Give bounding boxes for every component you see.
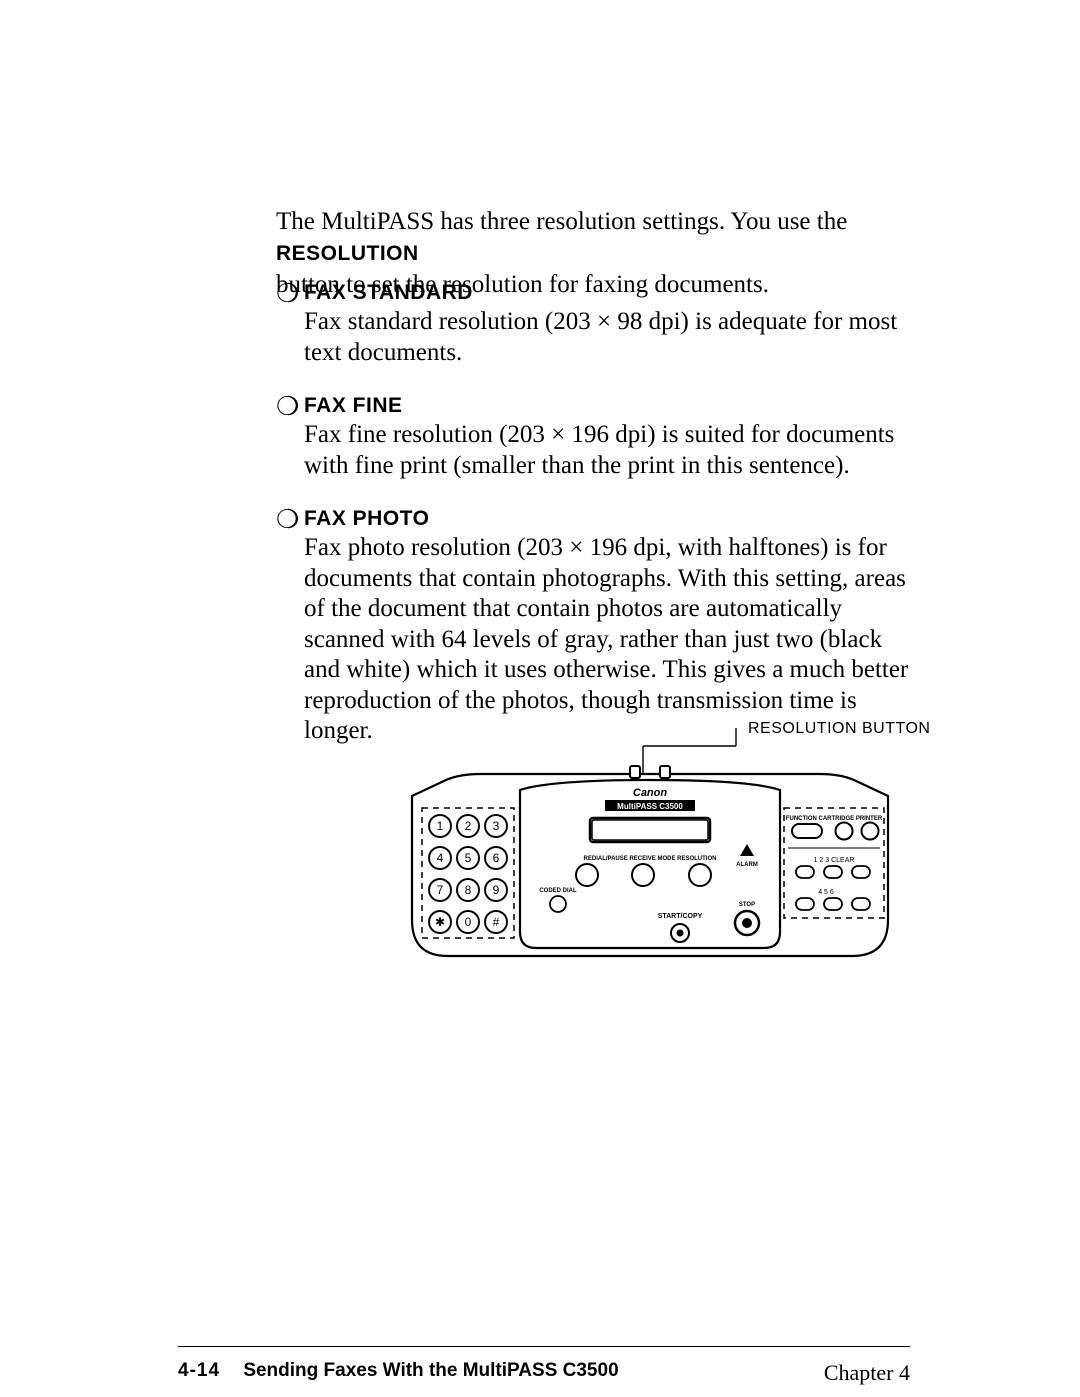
right-row2-labels: 1 2 3 CLEAR — [814, 857, 855, 864]
bullet-mark-icon: ❍ — [276, 280, 304, 307]
alarm-label: ALARM — [736, 862, 758, 868]
keypad-hash: # — [493, 915, 500, 929]
start-copy-label: START/COPY — [658, 913, 703, 920]
resolution-keyword: RESOLUTION — [276, 242, 419, 265]
intro-text-pre: The MultiPASS has three resolution setti… — [276, 208, 847, 235]
device-panel-diagram: Canon MultiPASS C3500 REDIAL/PAUSE RECEI… — [400, 720, 900, 980]
bullet-fax-fine: ❍ FAX FINE Fax fine resolution (203 × 19… — [276, 393, 910, 481]
bullet-title: FAX PHOTO — [304, 506, 429, 531]
bullet-title: FAX STANDARD — [304, 280, 473, 305]
keypad-6: 6 — [493, 851, 500, 865]
keypad-0: 0 — [465, 915, 472, 929]
footer-left: 4-14 Sending Faxes With the MultiPASS C3… — [178, 1360, 619, 1382]
section-title: Sending Faxes With the MultiPASS C3500 — [243, 1360, 618, 1381]
keypad-7: 7 — [437, 883, 444, 897]
bullet-fax-standard: ❍ FAX STANDARD Fax standard resolution (… — [276, 280, 910, 368]
brand-text: Canon — [633, 787, 668, 799]
bullet-desc: Fax standard resolution (203 × 98 dpi) i… — [304, 307, 910, 368]
keypad-1: 1 — [437, 819, 444, 833]
keypad-3: 3 — [493, 819, 500, 833]
stop-label: STOP — [739, 902, 755, 908]
manual-page: The MultiPASS has three resolution setti… — [0, 0, 1080, 1397]
bullet-mark-icon: ❍ — [276, 393, 304, 420]
coded-dial-label: CODED DIAL — [539, 888, 577, 894]
keypad-5: 5 — [465, 851, 472, 865]
footer-rule — [178, 1346, 910, 1347]
model-text: MultiPASS C3500 — [617, 802, 683, 811]
bullet-desc: Fax photo resolution (203 × 196 dpi, wit… — [304, 533, 910, 747]
bullet-mark-icon: ❍ — [276, 506, 304, 533]
keypad-8: 8 — [465, 883, 472, 897]
keypad-star: ✱ — [435, 915, 445, 929]
footer-chapter: Chapter 4 — [824, 1360, 910, 1386]
keypad-2: 2 — [465, 819, 472, 833]
bullet-desc: Fax fine resolution (203 × 196 dpi) is s… — [304, 420, 910, 481]
keypad-4: 4 — [437, 851, 444, 865]
center-button-labels: REDIAL/PAUSE RECEIVE MODE RESOLUTION — [584, 856, 717, 862]
page-number: 4-14 — [178, 1360, 220, 1381]
bullet-title: FAX FINE — [304, 393, 403, 418]
keypad-9: 9 — [493, 883, 500, 897]
right-row3-labels: 4 5 6 — [818, 889, 834, 896]
right-top-labels: FUNCTION CARTRIDGE PRINTER — [786, 816, 883, 822]
bullet-fax-photo: ❍ FAX PHOTO Fax photo resolution (203 × … — [276, 506, 910, 747]
